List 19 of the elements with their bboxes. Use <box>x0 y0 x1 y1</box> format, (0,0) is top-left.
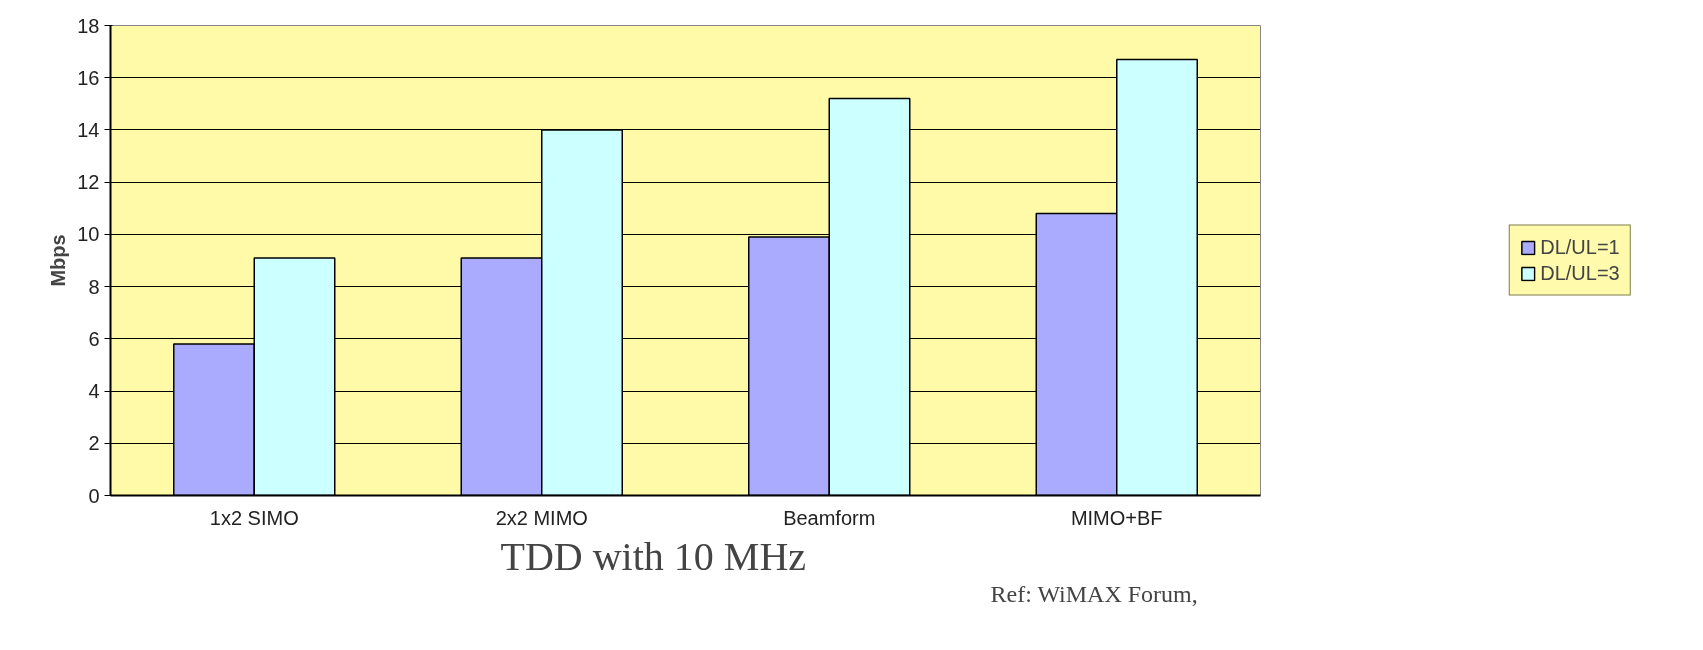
x-tick-label: Beamform <box>783 506 876 529</box>
y-tick-label: 0 <box>88 484 100 507</box>
x-tick-label: 1x2 SIMO <box>209 506 299 529</box>
legend-label: DL/UL=3 <box>1540 261 1620 285</box>
y-tick-label: 14 <box>77 118 100 141</box>
y-tick-label: 6 <box>88 327 100 350</box>
y-tick-label: 10 <box>77 223 100 246</box>
y-tick-label: 12 <box>77 171 100 194</box>
text: Ref: WiMAX Forum, <box>990 580 1198 607</box>
text: TDD with 10 MHz <box>500 533 807 579</box>
y-tick-label: 2 <box>88 432 100 455</box>
y-tick-label: 18 <box>77 14 100 37</box>
x-tick-label: 2x2 MIMO <box>495 506 588 529</box>
y-tick-label: 8 <box>88 275 100 298</box>
y-tick-label: 16 <box>77 66 100 89</box>
y-tick-label: 4 <box>88 380 100 403</box>
legend-label: DL/UL=1 <box>1540 235 1620 259</box>
x-tick-label: MIMO+BF <box>1070 506 1163 529</box>
y-axis-title: Mbps <box>47 234 70 287</box>
